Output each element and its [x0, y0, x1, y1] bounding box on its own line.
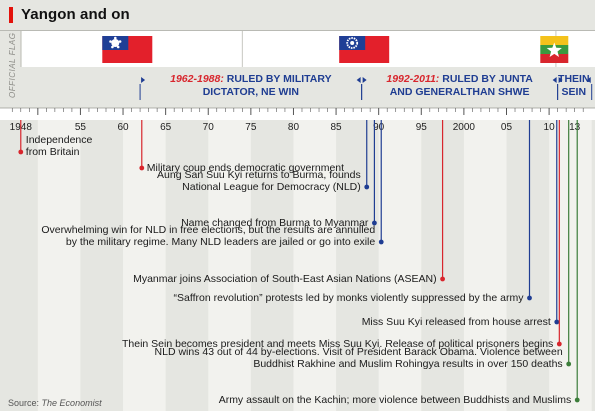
stripe-band-5	[463, 120, 507, 411]
event-text: Name changed from Burma to Myanmar	[181, 217, 369, 229]
stripe-band-2	[208, 120, 251, 411]
stripe-band-3	[293, 120, 337, 411]
period-years: 1962-1988:	[170, 73, 224, 85]
flag-rice-emblem	[350, 41, 355, 45]
flag-small-star	[118, 40, 122, 43]
event-dot	[378, 239, 384, 245]
event-text: Miss Suu Kyi released from house arrest	[362, 316, 551, 328]
event-text: from Britain	[26, 146, 80, 158]
tick-label-13: 13	[569, 122, 581, 133]
official-flag-label: OFFICIAL FLAG	[8, 33, 17, 98]
tick-label-75: 75	[245, 122, 257, 133]
tick-label-80: 80	[288, 122, 300, 133]
title-accent	[9, 7, 13, 23]
event-dot	[527, 295, 532, 301]
event-dot	[18, 149, 24, 155]
event-dot	[440, 276, 445, 282]
event-text: by the military regime. Many NLD leaders…	[66, 236, 375, 248]
flag-star	[546, 42, 562, 57]
event-dot	[556, 341, 562, 347]
period-line2-2: SEIN	[562, 86, 587, 98]
tick-label-55: 55	[75, 122, 87, 133]
stripe-band-1	[123, 120, 166, 411]
flag-small-star	[111, 45, 114, 49]
flag-1974-icon	[339, 36, 390, 63]
stripe-band-0	[37, 120, 81, 411]
flag-1948-icon	[102, 36, 153, 63]
tick-label-05: 05	[501, 122, 513, 133]
flag-small-star	[114, 36, 117, 40]
tick-label-95: 95	[416, 122, 428, 133]
event-text: NLD wins 43 out of 44 by-elections. Visi…	[155, 346, 563, 358]
period-title: THEIN	[558, 73, 590, 85]
title-bar: Yangon and on	[0, 0, 595, 31]
period-start-arrow	[558, 77, 563, 83]
source-publication: The Economist	[41, 398, 102, 408]
event-dot	[139, 165, 145, 171]
flag-small-star	[109, 40, 112, 43]
tick-label-10: 10	[544, 122, 556, 133]
flag-small-star	[116, 45, 120, 49]
period-end-arrow	[356, 77, 361, 83]
event-text: Myanmar joins Association of South-East …	[133, 273, 436, 285]
flag-2010-icon	[540, 36, 569, 63]
event-text: “Saffron revolution” protests led by mon…	[174, 292, 525, 304]
period-end-arrow	[586, 77, 591, 83]
tick-label-70: 70	[203, 122, 215, 133]
flag-star-center	[111, 39, 120, 47]
flag-stripe-yellow	[540, 36, 569, 45]
period-title: RULED BY MILITARY	[224, 73, 332, 85]
stripe-band-4	[378, 120, 422, 411]
period-start-arrow	[141, 77, 146, 83]
event-text: Buddhist Rakhine and Muslim Rohingya res…	[253, 358, 562, 370]
period-line1-1: 1992-2011: RULED BY JUNTA	[386, 73, 533, 85]
source-note: Source: The Economist	[8, 398, 102, 408]
event-dot	[372, 220, 377, 226]
tick-label-90: 90	[373, 122, 385, 133]
event-dot	[566, 361, 572, 367]
tick-label-60: 60	[117, 122, 129, 133]
period-line2-1: AND GENERALTHAN SHWE	[390, 86, 530, 98]
period-start-arrow	[362, 77, 367, 83]
period-line1-2: THEIN	[558, 73, 590, 85]
flag-stripe-red	[540, 54, 569, 63]
event-text: Military coup ends democratic government	[147, 162, 344, 174]
period-end-arrow	[552, 77, 557, 83]
event-dot	[554, 319, 560, 325]
tick-label-2000: 2000	[453, 122, 476, 133]
event-text: Independence	[26, 134, 93, 146]
event-dot	[364, 184, 370, 190]
source-label: Source:	[8, 398, 40, 408]
event-text: Aung San Suu Kyi returns to Burma, found…	[157, 169, 361, 181]
event-text: Army assault on the Kachin; more violenc…	[219, 394, 572, 406]
flag-cogwheel	[346, 37, 359, 49]
period-title: RULED BY JUNTA	[439, 73, 533, 85]
event-dot	[574, 397, 580, 403]
period-line1-0: 1962-1988: RULED BY MILITARY	[170, 73, 331, 85]
period-line2-0: DICTATOR, NE WIN	[203, 86, 299, 98]
event-text: Overwhelming win for NLD in free electio…	[41, 224, 375, 236]
tick-label-65: 65	[160, 122, 172, 133]
event-text: Thein Sein becomes president and meets M…	[122, 338, 553, 350]
event-text: National League for Democracy (NLD)	[182, 181, 361, 193]
period-years: 1992-2011:	[386, 73, 439, 85]
chart-title: Yangon and on	[21, 6, 130, 23]
tick-label-85: 85	[331, 122, 343, 133]
